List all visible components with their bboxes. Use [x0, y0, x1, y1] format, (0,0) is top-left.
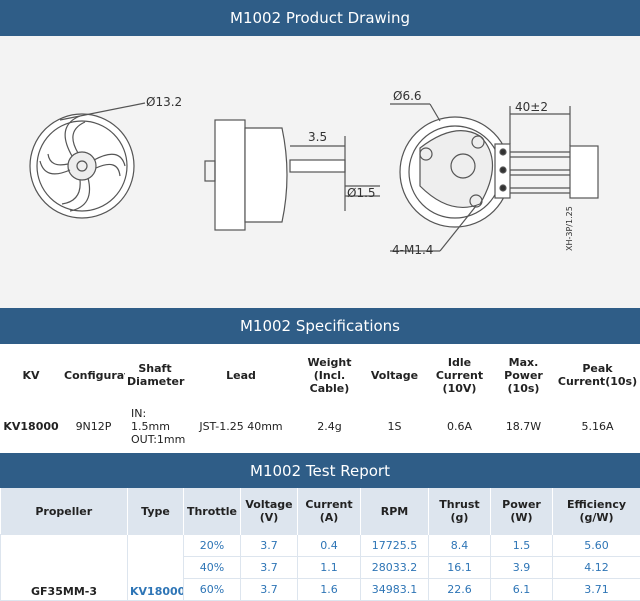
dimension: 3.5 [308, 130, 327, 144]
cell: 6.1 [491, 579, 553, 601]
header-cell: Weight (Incl. Cable) [297, 344, 362, 406]
header-cell: Throttle [184, 488, 241, 535]
propeller-cell: GF35MM-3 [1, 535, 128, 601]
cell: 16.1 [429, 557, 491, 579]
header-cell: Configuration [62, 344, 125, 406]
header-cell: KV [0, 344, 62, 406]
header-cell: Peak Current(10s) [555, 344, 640, 406]
dimension: 40±2 [515, 100, 548, 114]
cell: 3.7 [241, 579, 298, 601]
cell: 3.71 [553, 579, 640, 601]
cell: 2.4g [297, 406, 362, 446]
cell: 3.7 [241, 535, 298, 557]
cell: 0.4 [298, 535, 361, 557]
cell: 17725.5 [361, 535, 429, 557]
drawing: Ø13.2 3.5 Ø1.5 Ø6.6 40±2 4-M1.4 XH-3P/1.… [0, 36, 640, 308]
dimension: Ø13.2 [146, 95, 182, 109]
header-cell: Efficiency (g/W) [553, 488, 640, 535]
header-cell: Max. Power (10s) [492, 344, 555, 406]
cell: JST-1.25 40mm [185, 406, 297, 446]
cell: 3.7 [241, 557, 298, 579]
cell: 18.7W [492, 406, 555, 446]
header-cell: Thrust (g) [429, 488, 491, 535]
type-cell: KV18000 [128, 535, 184, 601]
cell: 22.6 [429, 579, 491, 601]
cell: 28033.2 [361, 557, 429, 579]
cell: 40% [184, 557, 241, 579]
header-row: KVConfigurationShaft DiameterLeadWeight … [0, 344, 640, 406]
header-cell: Propeller [1, 488, 128, 535]
cell: 5.60 [553, 535, 640, 557]
cell: 9N12P [62, 406, 125, 446]
header-cell: Voltage (V) [241, 488, 298, 535]
cell: 20% [184, 535, 241, 557]
header-cell: Lead [185, 344, 297, 406]
cell: 0.6A [427, 406, 492, 446]
dimension: 4-M1.4 [392, 243, 433, 257]
cell: 1S [362, 406, 427, 446]
cell: 5.16A [555, 406, 640, 446]
cell: 8.4 [429, 535, 491, 557]
dimension: XH-3P/1.25 [565, 206, 574, 251]
header-cell: Type [128, 488, 184, 535]
cell: 34983.1 [361, 579, 429, 601]
cell-line: OUT:1mm [127, 433, 183, 446]
header-cell: Current (A) [298, 488, 361, 535]
header-cell: Power (W) [491, 488, 553, 535]
cell: KV18000 [0, 406, 62, 446]
section-title: M1002 Product Drawing [0, 0, 640, 36]
section-title: M1002 Specifications [0, 308, 640, 344]
cell: 60% [184, 579, 241, 601]
header-cell: RPM [361, 488, 429, 535]
dimension: Ø6.6 [393, 89, 422, 103]
section-title: M1002 Test Report [0, 453, 640, 488]
cell: 1.6 [298, 579, 361, 601]
cell-line: IN: 1.5mm [127, 407, 183, 433]
dimension: Ø1.5 [347, 186, 376, 200]
cell: 1.1 [298, 557, 361, 579]
spec-table: KVConfigurationShaft DiameterLeadWeight … [0, 344, 640, 446]
header-cell: Shaft Diameter [125, 344, 185, 406]
header-cell: Idle Current (10V) [427, 344, 492, 406]
cell: 3.9 [491, 557, 553, 579]
cell: 4.12 [553, 557, 640, 579]
cell: 1.5 [491, 535, 553, 557]
header-cell: Voltage [362, 344, 427, 406]
